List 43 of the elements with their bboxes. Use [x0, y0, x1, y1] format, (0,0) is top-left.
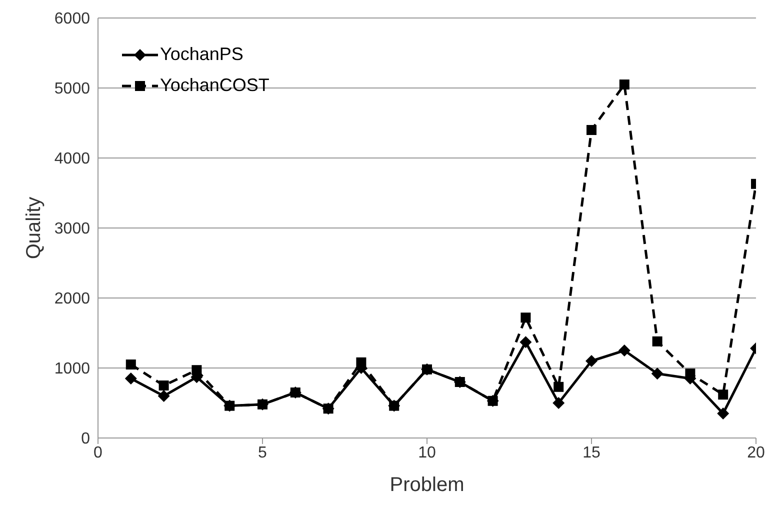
- y-tick-label: 5000: [54, 80, 90, 98]
- x-tick-label: 15: [582, 444, 600, 462]
- point: [619, 80, 630, 90]
- x-tick-label: 5: [258, 444, 268, 462]
- y-tick-label: 1000: [54, 360, 90, 378]
- legend-label: YochanPS: [160, 44, 244, 65]
- point: [454, 377, 465, 387]
- point: [554, 382, 564, 392]
- y-tick-label: 6000: [54, 10, 90, 28]
- y-tick-label: 0: [81, 430, 90, 448]
- point: [586, 355, 598, 367]
- y-tick-label: 2000: [54, 290, 90, 308]
- y-tick-label: 4000: [54, 150, 90, 168]
- point: [356, 357, 366, 368]
- point: [552, 397, 565, 409]
- point: [618, 344, 630, 356]
- point: [126, 360, 136, 370]
- point: [290, 388, 300, 398]
- x-tick-label: 0: [94, 444, 103, 462]
- point: [258, 399, 268, 410]
- point: [422, 364, 432, 374]
- x-tick-label: 10: [418, 444, 436, 462]
- legend-label: YochanCOST: [160, 75, 270, 96]
- y-tick-label: 3000: [54, 220, 90, 238]
- point: [158, 390, 170, 402]
- point: [520, 336, 532, 348]
- x-tick-label: 20: [747, 444, 765, 462]
- point: [685, 368, 696, 379]
- point: [192, 365, 202, 376]
- point: [158, 380, 169, 390]
- point: [224, 400, 235, 411]
- y-axis-title: Quality: [23, 196, 46, 260]
- point: [520, 312, 531, 323]
- point: [652, 336, 662, 346]
- point: [323, 404, 334, 414]
- point: [586, 125, 596, 135]
- point: [488, 396, 498, 406]
- point: [718, 390, 728, 400]
- point: [717, 408, 730, 420]
- point: [389, 400, 400, 411]
- point: [124, 372, 137, 384]
- x-axis-title: Problem: [390, 474, 464, 496]
- point: [651, 368, 664, 380]
